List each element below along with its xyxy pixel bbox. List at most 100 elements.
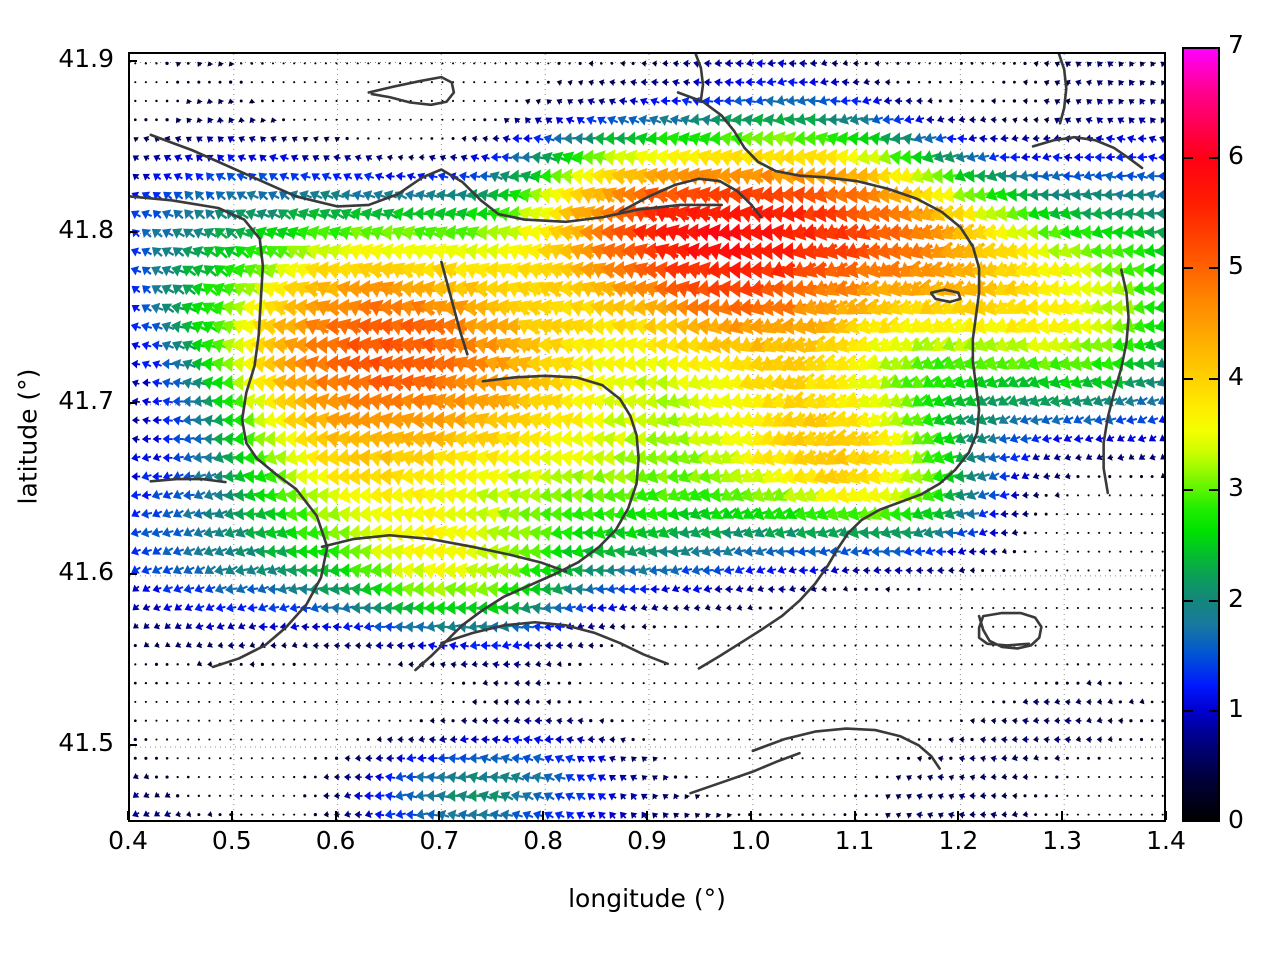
wind-vector: [217, 136, 225, 143]
wind-vector: [248, 98, 256, 104]
wind-vector: [217, 154, 225, 162]
wind-vector: [483, 99, 486, 102]
wind-vector: [270, 136, 277, 143]
x-tick-label: 0.7: [419, 826, 460, 855]
wind-vector: [650, 97, 660, 107]
wind-vector: [344, 154, 352, 162]
wind-vector: [788, 59, 797, 68]
wind-vector: [261, 62, 264, 65]
wind-vector: [533, 134, 544, 144]
wind-vector: [907, 62, 910, 65]
wind-vector: [1009, 152, 1021, 163]
wind-vector: [1020, 152, 1031, 162]
wind-vector: [335, 62, 338, 65]
wind-vector: [924, 132, 937, 144]
colorbar-tick-label: 6: [1228, 140, 1244, 170]
wind-vector: [460, 154, 468, 162]
wind-vector: [1160, 117, 1164, 124]
wind-vector: [365, 155, 373, 162]
wind-vector: [473, 81, 476, 84]
wind-vector: [303, 81, 306, 84]
wind-vector: [399, 62, 402, 65]
wind-vector: [981, 81, 984, 84]
wind-vector: [282, 62, 285, 65]
wind-vector: [409, 137, 412, 140]
wind-vector: [1086, 61, 1093, 68]
wind-vector: [430, 137, 434, 140]
wind-vector: [958, 115, 966, 123]
y-tick-label: 41.8: [58, 214, 114, 244]
wind-vector: [343, 172, 353, 182]
coastline-path: [930, 288, 962, 304]
wind-vector: [598, 98, 606, 106]
coastline-overlay: [130, 54, 1144, 795]
wind-vector: [886, 62, 889, 65]
wind-vector: [399, 118, 402, 121]
wind-vector: [227, 136, 235, 144]
coastline-path: [751, 727, 941, 770]
wind-vector: [1105, 152, 1115, 162]
wind-vector: [206, 172, 215, 182]
wind-vector: [408, 154, 414, 162]
wind-vector: [928, 62, 931, 65]
wind-vector: [651, 78, 659, 87]
wind-vector: [451, 137, 455, 141]
wind-vector: [1094, 152, 1105, 163]
wind-vector: [1023, 61, 1027, 65]
wind-vector: [927, 97, 933, 104]
wind-vector: [420, 62, 423, 65]
wind-vector: [896, 61, 900, 65]
wind-vector: [608, 98, 616, 106]
wind-vector: [239, 99, 243, 103]
wind-vector: [916, 97, 923, 105]
wind-vector: [703, 59, 712, 68]
wind-vector: [236, 172, 248, 182]
wind-vector: [143, 136, 150, 143]
wind-vector: [536, 62, 540, 65]
wind-vector: [1105, 134, 1115, 144]
wind-vector: [620, 60, 626, 67]
wind-vector: [483, 62, 486, 65]
wind-vector: [346, 62, 349, 65]
wind-vector: [290, 154, 299, 163]
coastline-path: [320, 533, 568, 573]
wind-vector: [367, 62, 370, 65]
wind-vector: [1107, 61, 1114, 68]
wind-vector: [1064, 117, 1072, 125]
wind-vector: [992, 81, 995, 84]
wind-vector: [547, 62, 550, 65]
colorbar-tick: [1182, 710, 1193, 713]
wind-vector: [960, 80, 963, 84]
wind-vector: [786, 95, 799, 107]
wind-vector: [186, 117, 193, 124]
wind-vector: [494, 81, 497, 84]
coastline-path: [414, 374, 640, 672]
wind-vector: [300, 171, 311, 182]
wind-vector: [356, 118, 359, 121]
colorbar-tick-label: 1: [1228, 694, 1244, 724]
wind-vector: [1043, 98, 1050, 105]
wind-vector: [239, 80, 243, 84]
coastline-path: [689, 751, 801, 795]
x-tick: [230, 811, 233, 820]
wind-vector: [492, 134, 500, 143]
wind-vector: [724, 59, 733, 68]
wind-vector: [346, 81, 349, 84]
wind-vector: [197, 80, 201, 84]
wind-vector: [301, 155, 309, 162]
wind-vector: [1138, 117, 1146, 125]
y-axis-label: latitude (°): [13, 368, 43, 505]
wind-vector: [1043, 117, 1050, 124]
x-tick: [438, 811, 441, 820]
wind-vector: [1034, 99, 1038, 103]
wind-vector: [494, 62, 497, 65]
wind-vector: [523, 133, 533, 143]
wind-vector: [714, 78, 723, 87]
wind-vector: [968, 133, 977, 143]
wind-vector: [409, 118, 412, 121]
wind-vector: [1107, 98, 1114, 106]
wind-vector: [377, 99, 380, 102]
wind-vector: [629, 97, 638, 106]
coastline-path: [697, 175, 981, 670]
colorbar-tick: [1182, 267, 1193, 270]
